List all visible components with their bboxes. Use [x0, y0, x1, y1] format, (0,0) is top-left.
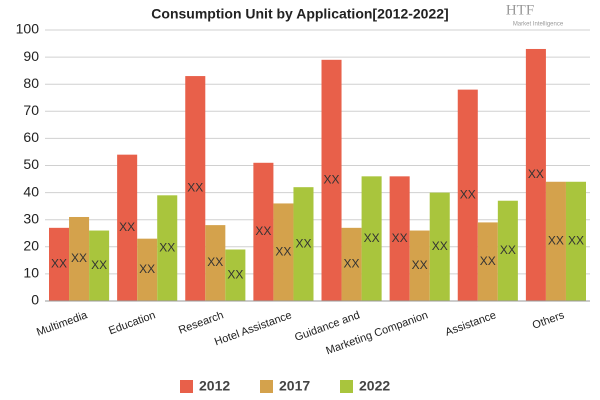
data-label: XX	[187, 181, 203, 195]
x-tick-label: Education	[107, 309, 157, 337]
x-tick-label: Others	[531, 309, 567, 332]
bar	[273, 203, 294, 301]
logo-subtitle: Market Intelligence	[513, 22, 564, 28]
bar	[409, 230, 430, 301]
bar	[253, 162, 274, 301]
bar	[117, 154, 138, 301]
bar	[545, 181, 566, 301]
data-label: XX	[528, 167, 544, 181]
bar	[389, 176, 410, 301]
bar	[321, 59, 342, 302]
y-tick-label: 60	[23, 129, 39, 145]
data-label: XX	[460, 187, 476, 201]
bar	[69, 216, 90, 301]
bar	[225, 249, 246, 301]
data-label: XX	[295, 236, 311, 250]
bar	[525, 48, 546, 301]
x-tick-label: Hotel Assistance	[213, 309, 294, 348]
logo: HTF	[506, 2, 534, 18]
data-label: XX	[51, 257, 67, 271]
bar	[457, 89, 478, 302]
y-tick-label: 50	[23, 156, 39, 172]
data-label: XX	[207, 255, 223, 269]
data-label: XX	[91, 258, 107, 272]
y-tick-label: 20	[23, 238, 39, 254]
legend-swatch	[180, 380, 193, 393]
data-label: XX	[159, 240, 175, 254]
legend-swatch	[260, 380, 273, 393]
data-label: XX	[548, 234, 564, 248]
data-label: XX	[119, 220, 135, 234]
data-label: XX	[432, 239, 448, 253]
bar	[497, 200, 518, 301]
data-label: XX	[139, 262, 155, 276]
bar	[361, 176, 382, 301]
x-tick-label: Assistance	[444, 309, 498, 338]
bar	[429, 192, 450, 301]
y-tick-label: 100	[16, 21, 40, 37]
bar	[205, 225, 226, 301]
data-label: XX	[364, 231, 380, 245]
data-label: XX	[227, 267, 243, 281]
bar	[49, 227, 70, 301]
data-label: XX	[392, 231, 408, 245]
y-tick-label: 90	[23, 48, 39, 64]
y-tick-label: 40	[23, 183, 39, 199]
bar	[293, 187, 314, 301]
bar	[477, 222, 498, 301]
data-label: XX	[324, 173, 340, 187]
bar	[157, 195, 178, 301]
y-tick-label: 80	[23, 75, 39, 91]
data-label: XX	[412, 258, 428, 272]
legend-label: 2012	[199, 378, 230, 394]
bar	[185, 76, 206, 301]
data-label: XX	[255, 224, 271, 238]
legend-label: 2022	[359, 378, 390, 394]
y-tick-label: 0	[31, 292, 39, 308]
bar	[137, 238, 158, 301]
y-tick-label: 30	[23, 210, 39, 226]
data-label: XX	[275, 244, 291, 258]
data-label: XX	[500, 243, 516, 257]
bar	[565, 181, 586, 301]
legend-label: 2017	[279, 378, 310, 394]
y-tick-label: 10	[23, 265, 39, 281]
chart-title: Consumption Unit by Application[2012-202…	[151, 6, 448, 22]
legend-swatch	[340, 380, 353, 393]
data-label: XX	[568, 234, 584, 248]
x-tick-label: Multimedia	[35, 309, 90, 339]
bar	[89, 230, 110, 301]
x-tick-label: Research	[177, 309, 225, 336]
data-label: XX	[71, 251, 87, 265]
bar	[341, 227, 362, 301]
data-label: XX	[480, 254, 496, 268]
data-label: XX	[344, 257, 360, 271]
y-tick-label: 70	[23, 102, 39, 118]
